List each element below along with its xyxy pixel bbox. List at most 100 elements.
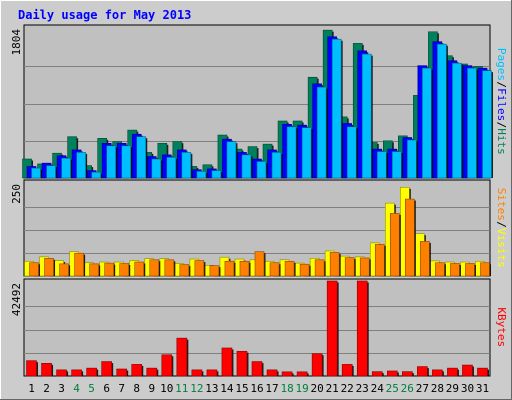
bar-kbytes-19: [296, 371, 308, 377]
x-tick-label-9: 9: [148, 382, 155, 395]
bar-kbytes-3: [56, 369, 67, 377]
bar-sites-18: [284, 260, 295, 277]
bar-kbytes-24: [371, 371, 383, 377]
bar-pages-13: [211, 170, 222, 179]
bar-kbytes-16: [251, 361, 263, 377]
x-tick-label-15: 15: [235, 382, 248, 395]
x-tick-label-16: 16: [250, 382, 263, 395]
bar-kbytes-18: [281, 371, 293, 377]
bar-pages-25: [391, 151, 402, 179]
bar-kbytes-7: [116, 368, 128, 377]
x-tick-label-20: 20: [310, 382, 323, 395]
x-tick-label-27: 27: [416, 382, 429, 395]
x-tick-label-7: 7: [118, 382, 125, 395]
x-tick-label-2: 2: [43, 382, 50, 395]
bar-kbytes-30: [462, 364, 473, 377]
bar-sites-5: [89, 263, 99, 277]
x-tick-label-19: 19: [295, 382, 308, 395]
bar-sites-8: [134, 261, 145, 277]
bar-kbytes-15: [236, 350, 248, 377]
legend-label-top-1: /: [495, 81, 508, 88]
bar-pages-7: [121, 145, 132, 179]
x-tick-label-6: 6: [103, 382, 110, 395]
bar-pages-12: [196, 171, 207, 179]
legend-label-middle-1: /: [495, 221, 508, 228]
bar-sites-2: [44, 258, 54, 277]
bar-kbytes-17: [266, 369, 278, 377]
bar-sites-31: [480, 262, 490, 277]
bar-pages-11: [181, 152, 192, 179]
x-tick-label-25: 25: [386, 382, 399, 395]
legend-label-top-2: Files: [495, 88, 508, 121]
bar-sites-10: [164, 259, 175, 277]
x-axis-labels: 1 2 3 4 5 6 7 8 9 10 11 12 13 14 15 16 17 18 19 20 21 22 23 24 2…: [28, 382, 489, 395]
bar-pages-22: [346, 126, 357, 179]
legend-label-top-3: /: [495, 122, 508, 129]
bar-sites-6: [104, 262, 114, 277]
bar-sites-12: [194, 260, 205, 277]
bar-kbytes-26: [402, 371, 413, 377]
bar-pages-23: [361, 53, 372, 179]
plot-area-bottom: [23, 278, 491, 377]
x-tick-label-3: 3: [58, 382, 65, 395]
bar-sites-27: [420, 241, 430, 277]
bar-pages-29: [452, 62, 462, 179]
x-tick-label-22: 22: [341, 382, 354, 395]
x-tick-label-13: 13: [205, 382, 218, 395]
bar-kbytes-10: [161, 354, 173, 377]
y-max-label-middle: 250: [10, 184, 23, 204]
x-tick-label-21: 21: [326, 382, 339, 395]
x-tick-label-12: 12: [190, 382, 203, 395]
bar-sites-15: [239, 260, 250, 277]
x-tick-label-14: 14: [220, 382, 234, 395]
x-tick-label-4: 4: [73, 382, 80, 395]
x-tick-label-28: 28: [431, 382, 444, 395]
bar-pages-26: [407, 139, 417, 179]
bar-pages-2: [46, 165, 56, 179]
x-tick-label-17: 17: [265, 382, 278, 395]
bar-kbytes-14: [221, 347, 233, 377]
panel-middle: 250 Sites/Visits: [10, 179, 508, 277]
bar-sites-24: [374, 244, 385, 277]
bar-sites-3: [59, 263, 69, 277]
x-tick-label-8: 8: [133, 382, 140, 395]
x-tick-label-30: 30: [461, 382, 474, 395]
bar-sites-19: [299, 263, 310, 277]
bar-kbytes-9: [146, 367, 158, 377]
bar-pages-8: [136, 136, 147, 179]
bar-sites-22: [344, 257, 355, 277]
bar-pages-5: [91, 171, 101, 179]
bar-sites-20: [314, 259, 325, 277]
bar-sites-1: [29, 262, 39, 277]
bar-kbytes-12: [191, 369, 203, 377]
bar-sites-30: [465, 263, 475, 277]
bar-pages-31: [482, 70, 492, 179]
bar-sites-9: [149, 259, 160, 277]
bar-kbytes-11: [176, 337, 188, 377]
bar-sites-25: [389, 213, 400, 277]
x-tick-label-5: 5: [88, 382, 95, 395]
bar-pages-6: [106, 145, 116, 179]
bar-pages-4: [76, 152, 86, 179]
chart-title: Daily usage for May 2013: [18, 8, 191, 22]
bar-pages-28: [437, 43, 447, 179]
bar-sites-26: [405, 198, 415, 277]
bar-pages-1: [31, 167, 41, 179]
bar-kbytes-13: [206, 369, 218, 377]
legend-label-middle-0: Sites: [495, 188, 508, 221]
x-tick-label-23: 23: [356, 382, 369, 395]
bar-sites-23: [359, 257, 370, 277]
bar-pages-20: [316, 86, 327, 179]
bar-kbytes-28: [432, 369, 443, 377]
bar-kbytes-8: [131, 364, 143, 377]
x-tick-label-1: 1: [28, 382, 35, 395]
bar-pages-17: [271, 152, 282, 179]
x-tick-label-10: 10: [160, 382, 173, 395]
bar-pages-19: [301, 127, 312, 179]
bar-kbytes-31: [477, 367, 488, 377]
bar-sites-7: [119, 263, 130, 277]
bar-sites-21: [329, 252, 340, 277]
